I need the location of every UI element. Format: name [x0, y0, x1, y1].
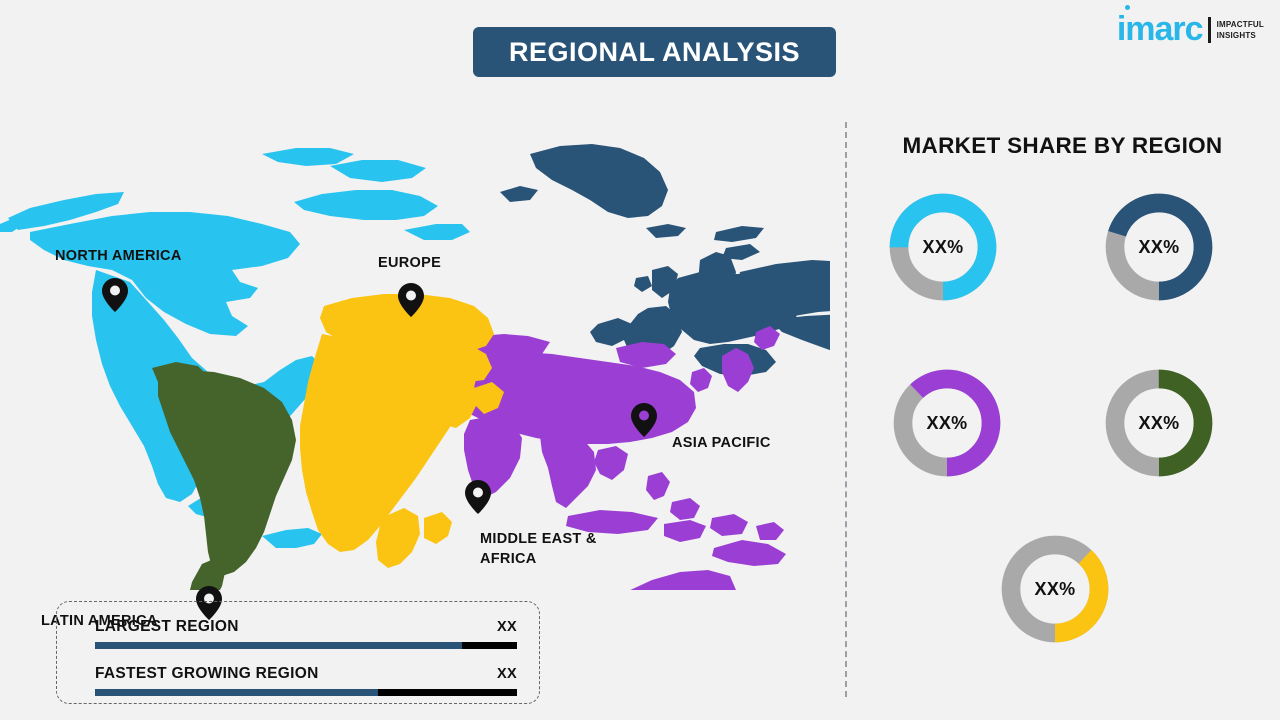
donut-chart-grid: XX% XX% XX% XX% XX%	[860, 176, 1270, 686]
map-label-europe: EUROPE	[378, 255, 442, 271]
donut-chart: XX%	[999, 533, 1111, 645]
legend-label: LARGEST REGION	[95, 618, 239, 635]
legend-row-fastest-growing-region: FASTEST GROWING REGION XX	[95, 665, 517, 709]
legend-value: XX	[497, 666, 517, 682]
logo-word-text: imarc	[1116, 10, 1204, 48]
legend-progress-fill	[95, 689, 378, 696]
map-label-latin-america: LATIN AMERICA	[41, 613, 158, 629]
region-summary-box: LARGEST REGION XX FASTEST GROWING REGION…	[56, 601, 540, 704]
logo-tagline-line1: IMPACTFUL	[1216, 20, 1264, 30]
map-label-asia-pacific: ASIA PACIFIC	[672, 435, 771, 451]
page-title: REGIONAL ANALYSIS	[508, 36, 801, 67]
donut-value-label: XX%	[1138, 412, 1180, 433]
logo-tagline-line2: INSIGHTS	[1216, 31, 1256, 41]
map-pin-middle-east-africa[interactable]	[465, 480, 491, 514]
logo-wordmark: imarc	[1116, 5, 1204, 48]
map-label-middle-east-africa: MIDDLE EAST & AFRICA	[480, 531, 597, 567]
donut-value-label: XX%	[1034, 578, 1076, 599]
donut-chart: XX%	[891, 367, 1003, 479]
world-map: NORTH AMERICA EUROPE ASIA PACIFIC MIDDLE…	[0, 120, 830, 629]
legend-row-largest-region: LARGEST REGION XX	[95, 618, 517, 662]
donut-value-label: XX%	[922, 236, 964, 257]
logo-tagline: IMPACTFUL INSIGHTS	[1217, 20, 1264, 42]
donut-chart: XX%	[1103, 191, 1215, 303]
map-pin-asia-pacific[interactable]	[631, 403, 657, 437]
map-label-north-america: NORTH AMERICA	[55, 248, 182, 264]
map-region-latin-america	[152, 362, 296, 590]
page-title-banner: REGIONAL ANALYSIS	[473, 27, 836, 77]
donut-value-label: XX%	[926, 412, 968, 433]
map-pin-europe[interactable]	[398, 283, 424, 317]
donut-value-label: XX%	[1138, 236, 1180, 257]
legend-value: XX	[497, 619, 517, 635]
logo-divider-bar	[1207, 17, 1211, 43]
legend-label: FASTEST GROWING REGION	[95, 665, 319, 682]
donut-chart: XX%	[1103, 367, 1215, 479]
map-pin-north-america[interactable]	[102, 278, 128, 312]
logo-dot-icon	[1124, 5, 1130, 10]
market-share-heading: MARKET SHARE BY REGION	[902, 133, 1223, 158]
legend-progress-track	[95, 689, 517, 696]
map-region-middle-east-africa	[300, 294, 504, 568]
brand-logo: imarc IMPACTFUL INSIGHTS	[1116, 5, 1264, 48]
map-region-europe	[500, 144, 830, 376]
legend-progress-fill	[95, 642, 463, 649]
panel-divider	[845, 122, 847, 697]
legend-progress-track	[95, 642, 517, 649]
donut-chart: XX%	[887, 191, 999, 303]
